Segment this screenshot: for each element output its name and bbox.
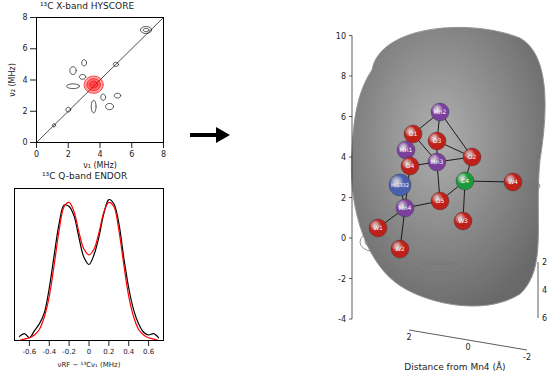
svg-text:8: 8 — [22, 13, 27, 22]
html-text:¹³C X-band HYSCORE: ¹³C X-band HYSCORE — [40, 1, 135, 11]
svg-text:Mn1: Mn1 — [400, 146, 413, 153]
svg-text:4: 4 — [22, 76, 27, 85]
svg-text:νRF − ¹³Cν₁ (MHz): νRF − ¹³Cν₁ (MHz) — [58, 361, 121, 369]
svg-text:Mn4: Mn4 — [399, 204, 412, 211]
svg-text:0: 0 — [22, 138, 27, 147]
svg-text:C4: C4 — [461, 177, 469, 184]
html-text:¹³C Q-band ENDOR: ¹³C Q-band ENDOR — [42, 171, 128, 181]
svg-text:0.4: 0.4 — [123, 348, 135, 356]
svg-text:Mn3: Mn3 — [431, 158, 444, 165]
svg-text:0: 0 — [341, 234, 346, 243]
svg-text:ν₁ (MHz): ν₁ (MHz) — [83, 161, 117, 170]
svg-text:O5: O5 — [436, 197, 445, 204]
svg-text:W2: W2 — [395, 245, 405, 252]
svg-text:W4: W4 — [508, 178, 518, 185]
svg-text:-0.6: -0.6 — [23, 348, 37, 356]
svg-text:-2: -2 — [338, 275, 346, 284]
svg-text:8: 8 — [341, 72, 346, 81]
svg-text:4: 4 — [97, 150, 102, 159]
svg-text:O3: O3 — [433, 137, 442, 144]
svg-text:0: 0 — [34, 150, 39, 159]
svg-text:4: 4 — [542, 286, 547, 295]
svg-text:0.2: 0.2 — [103, 348, 114, 356]
svg-text:W1: W1 — [373, 224, 383, 231]
svg-text:O4: O4 — [406, 162, 415, 169]
svg-text:0: 0 — [465, 343, 470, 352]
svg-text:8: 8 — [161, 150, 166, 159]
svg-text:Mn2: Mn2 — [434, 108, 447, 115]
svg-text:0.6: 0.6 — [143, 348, 155, 356]
svg-text:W3: W3 — [458, 217, 468, 224]
svg-text:6: 6 — [341, 113, 346, 122]
svg-text:6: 6 — [129, 150, 134, 159]
svg-text:2: 2 — [406, 333, 411, 342]
svg-text:4: 4 — [341, 153, 346, 162]
svg-text:ν₂ (MHz): ν₂ (MHz) — [8, 63, 17, 97]
svg-text:-0.4: -0.4 — [42, 348, 56, 356]
svg-text:6: 6 — [22, 44, 27, 53]
svg-text:2: 2 — [341, 194, 346, 203]
svg-text:-2: -2 — [523, 353, 531, 362]
svg-text:O2: O2 — [468, 153, 477, 160]
svg-text:6: 6 — [542, 314, 547, 323]
svg-text:-4: -4 — [338, 315, 346, 324]
svg-text:HIS332: HIS332 — [391, 182, 409, 188]
svg-text:2: 2 — [22, 107, 27, 116]
svg-text:Distance from Mn4 (Å): Distance from Mn4 (Å) — [404, 361, 505, 372]
svg-text:10: 10 — [336, 32, 346, 41]
svg-text:-0.2: -0.2 — [62, 348, 76, 356]
svg-text:0: 0 — [87, 348, 91, 356]
svg-text:2: 2 — [542, 258, 547, 267]
svg-text:2: 2 — [66, 150, 71, 159]
svg-text:O1: O1 — [409, 130, 418, 137]
